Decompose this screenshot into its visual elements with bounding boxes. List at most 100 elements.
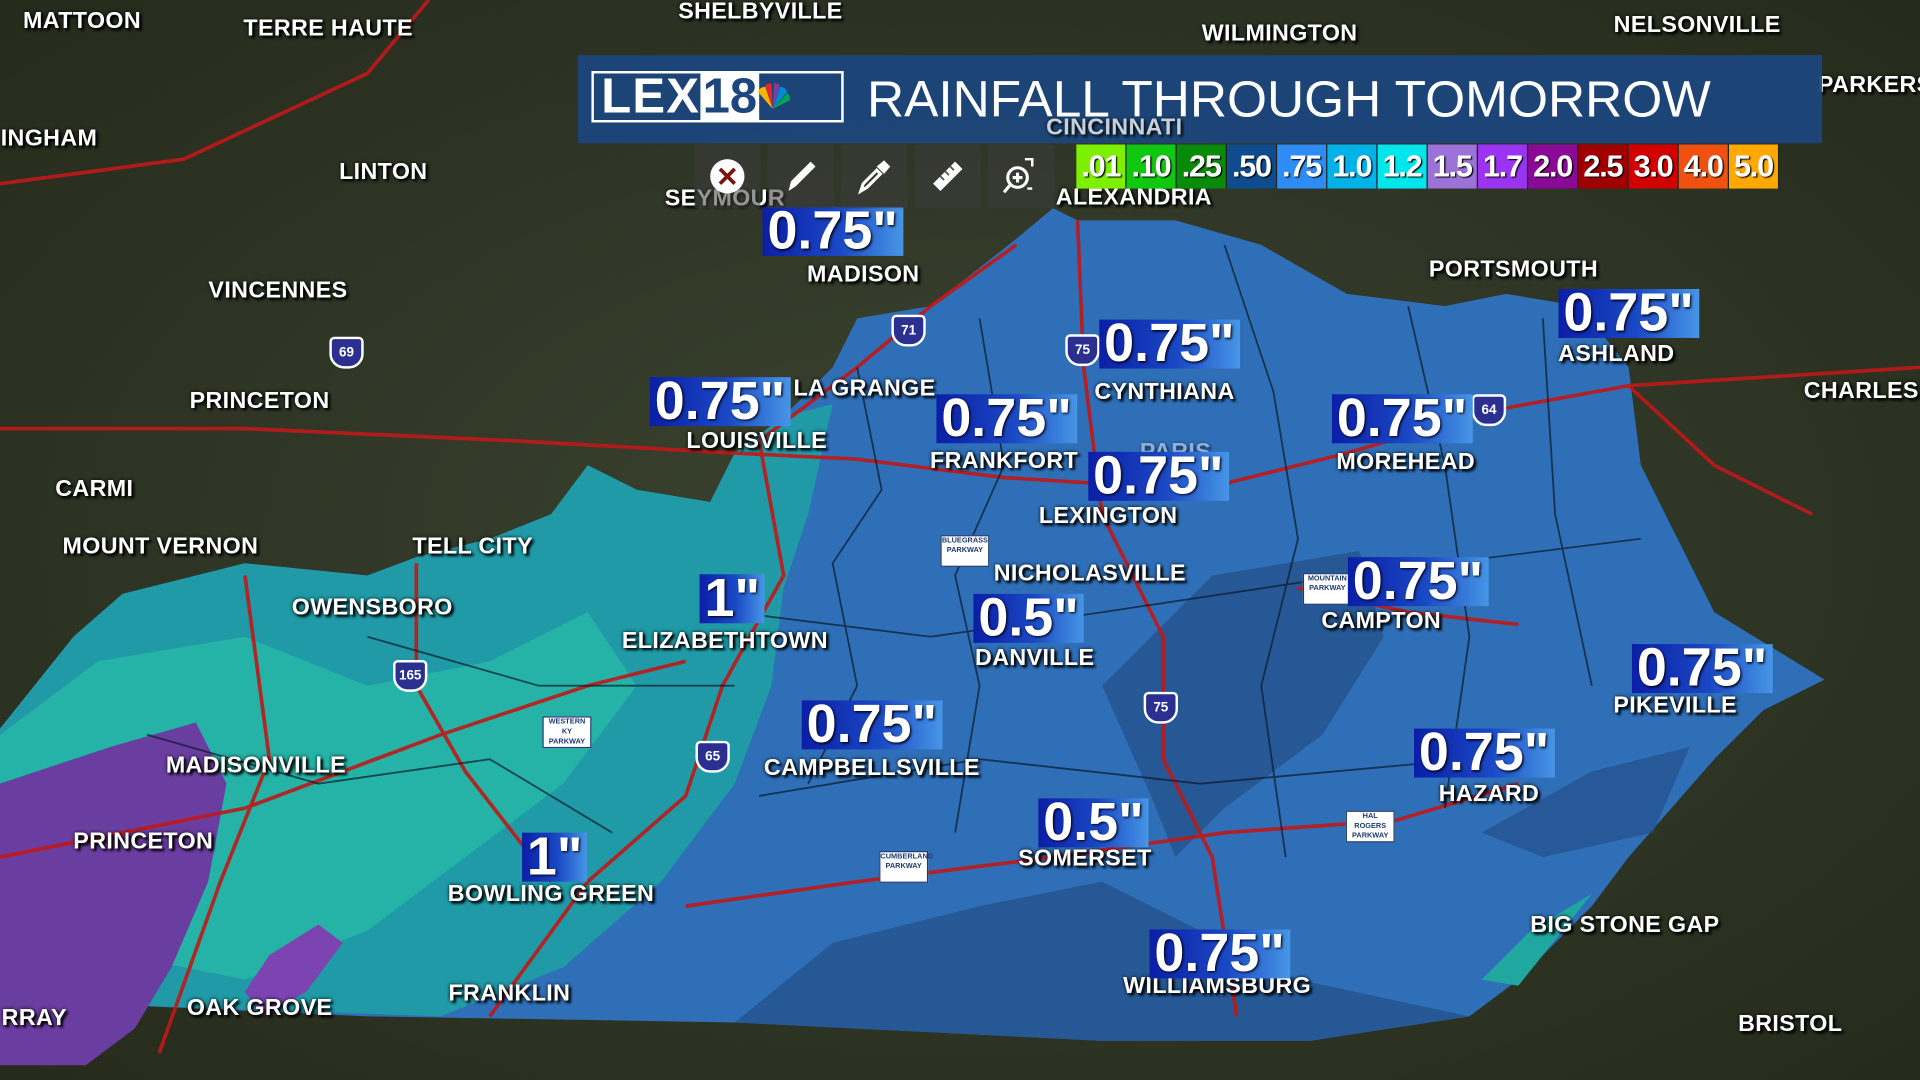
rain-value-campton: 0.75" xyxy=(1347,554,1489,608)
city-label: HAZARD xyxy=(1438,781,1540,807)
city-label: ELIZABETHTOWN xyxy=(621,628,828,654)
dark-blue-zone-east xyxy=(1481,746,1690,858)
city-label: TERRE HAUTE xyxy=(243,15,413,42)
rain-value-williamsburg: 0.75" xyxy=(1149,926,1290,980)
legend-swatch: 1.2 xyxy=(1377,144,1427,189)
pencil-button[interactable] xyxy=(767,144,834,209)
city-label: MADISON xyxy=(807,262,920,288)
legend-swatch: 2.0 xyxy=(1528,144,1578,189)
legend-swatch: .75 xyxy=(1277,144,1327,189)
rain-value-somerset: 0.5" xyxy=(1038,795,1149,849)
city-label: LINTON xyxy=(339,159,428,185)
shield-i65: 65 xyxy=(695,740,730,773)
eyedropper-button[interactable] xyxy=(841,144,908,209)
rain-value-morehead: 0.75" xyxy=(1331,391,1473,445)
teal-zone-east xyxy=(1481,893,1592,986)
page-title: RAINFALL THROUGH TOMORROW xyxy=(866,69,1711,128)
shield-i75-south: 75 xyxy=(1143,691,1178,724)
city-label: CAMPBELLSVILLE xyxy=(763,755,980,782)
legend-swatch: 4.0 xyxy=(1678,144,1728,189)
city-label: LA GRANGE xyxy=(793,375,936,402)
city-label: WILMINGTON xyxy=(1201,20,1358,47)
close-circle-icon xyxy=(710,159,745,194)
rain-value-hazard: 0.75" xyxy=(1413,726,1555,779)
shield-i165: 165 xyxy=(393,660,428,692)
purple-rain-zone xyxy=(0,722,227,1066)
parkway-sign-cumberland: CUMBERLAND PARKWAY xyxy=(879,851,933,883)
city-label: ALEXANDRIA xyxy=(1055,184,1212,211)
legend-swatch: 2.5 xyxy=(1578,144,1628,189)
legend-swatch: 1.5 xyxy=(1427,144,1477,189)
legend-swatch: 1.7 xyxy=(1477,144,1527,189)
parkway-sign-western-ky: WESTERN KY PARKWAY xyxy=(542,716,592,749)
city-label: SHELBYVILLE xyxy=(678,0,843,25)
city-label: FRANKLIN xyxy=(448,980,571,1007)
city-label: PRINCETON xyxy=(189,388,330,414)
parkway-sign-mountain: MOUNTAIN PARKWAY xyxy=(1302,573,1352,605)
legend-swatch: .25 xyxy=(1176,144,1226,189)
rain-value-cynthiana: 0.75" xyxy=(1099,317,1240,370)
city-label: SOMERSET xyxy=(1018,846,1152,872)
title-bar: LEX 18 RAINFALL THROUGH TOMORROW xyxy=(577,55,1823,144)
city-label: BOWLING GREEN xyxy=(447,881,655,908)
city-label: NELSONVILLE xyxy=(1613,12,1781,38)
rain-value-danville: 0.5" xyxy=(973,591,1084,645)
city-label: TELL CITY xyxy=(412,533,533,560)
city-label: MATTOON xyxy=(23,8,142,35)
pencil-icon xyxy=(788,161,816,192)
legend-swatch: 1.0 xyxy=(1327,144,1377,189)
legend-swatch: 5.0 xyxy=(1728,144,1778,189)
ruler-button[interactable] xyxy=(914,144,981,209)
shield-i64: 64 xyxy=(1471,394,1507,427)
lex18-logo: LEX 18 xyxy=(591,69,844,124)
city-label: VINCENNES xyxy=(208,277,348,304)
city-label: PORTSMOUTH xyxy=(1428,257,1599,283)
rain-value-lexington: 0.75" xyxy=(1088,449,1229,503)
city-label: MOREHEAD xyxy=(1336,449,1476,476)
city-label: PIKEVILLE xyxy=(1613,693,1737,719)
city-label: CARMI xyxy=(55,476,134,503)
city-label: CHARLES xyxy=(1803,378,1919,405)
city-label: OAK GROVE xyxy=(186,995,333,1022)
city-label: OWENSBORO xyxy=(291,595,453,621)
rain-value-ashland: 0.75" xyxy=(1558,286,1699,340)
city-label: PRINCETON xyxy=(73,828,214,855)
rain-value-campbellsville: 0.75" xyxy=(801,697,942,751)
city-label: NICHOLASVILLE xyxy=(993,560,1186,587)
rain-value-elizabethtown: 1" xyxy=(699,571,765,625)
rain-value-pikeville: 0.75" xyxy=(1631,641,1773,695)
logo-text: LEX xyxy=(601,69,701,124)
ruler-icon xyxy=(933,161,963,192)
clear-button[interactable] xyxy=(694,144,761,209)
zoom-region-button[interactable] xyxy=(988,144,1055,209)
city-label: MADISONVILLE xyxy=(165,753,347,779)
shield-i75-north: 75 xyxy=(1065,334,1100,367)
city-label: MOUNT VERNON xyxy=(62,533,259,560)
shield-i69: 69 xyxy=(329,336,364,369)
purple-rain-zone-2 xyxy=(244,924,343,1017)
city-label: PARKERSBURG xyxy=(1817,72,1920,98)
eyedropper-icon xyxy=(858,160,891,195)
rainfall-legend: .01.10.25.50.75 1.0 1.2 1.5 1.7 2.0 2.5 3.0 4.0 5… xyxy=(1076,144,1780,189)
city-label: INGHAM xyxy=(0,126,98,152)
parkway-sign-bluegrass: BLUEGRASS PARKWAY xyxy=(940,535,990,567)
city-label: RRAY xyxy=(1,1005,67,1032)
city-label: ASHLAND xyxy=(1558,341,1675,368)
shield-i71: 71 xyxy=(891,314,926,347)
rain-value-louisville: 0.75" xyxy=(649,374,791,428)
city-label-cincinnati: CINCINNATI xyxy=(1046,115,1183,141)
rain-value-madison: 0.75" xyxy=(762,204,903,258)
legend-swatch: .01 xyxy=(1076,144,1126,189)
drawing-toolbar xyxy=(694,144,1055,209)
city-label: LEXINGTON xyxy=(1038,503,1178,529)
legend-swatch: .10 xyxy=(1126,144,1176,189)
city-label: CYNTHIANA xyxy=(1094,379,1235,406)
city-label: CAMPTON xyxy=(1321,608,1442,635)
rain-value-frankfort: 0.75" xyxy=(936,391,1077,445)
peacock-icon xyxy=(758,83,791,109)
zoom-region-icon xyxy=(1002,157,1034,194)
city-label: DANVILLE xyxy=(975,645,1095,672)
parkway-sign-hal-rogers: HAL ROGERS PARKWAY xyxy=(1345,810,1395,843)
city-label: BRISTOL xyxy=(1738,1011,1843,1038)
